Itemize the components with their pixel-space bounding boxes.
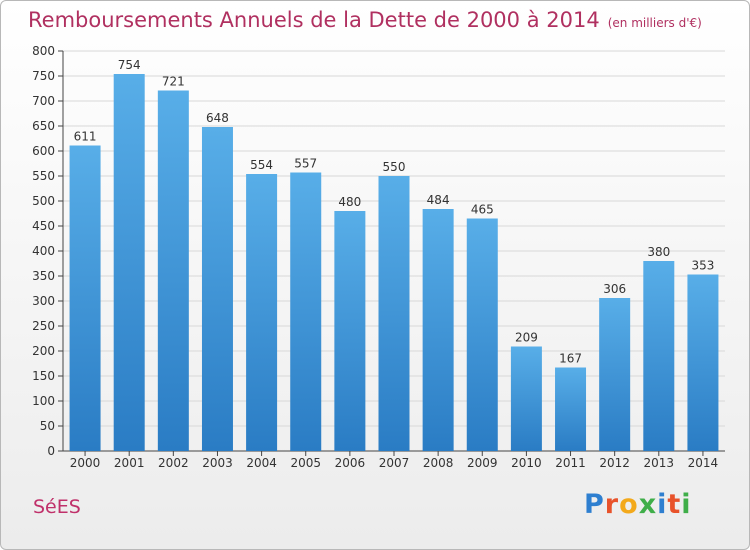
bar-value-label: 648 bbox=[206, 111, 229, 125]
chart-title-text: Remboursements Annuels de la Dette de 20… bbox=[28, 8, 600, 32]
y-tick-label: 650 bbox=[32, 119, 55, 133]
y-tick-label: 400 bbox=[32, 244, 55, 258]
logo-letter: i bbox=[681, 489, 692, 520]
x-tick-label: 2001 bbox=[114, 456, 145, 470]
y-tick-label: 200 bbox=[32, 344, 55, 358]
y-tick-label: 0 bbox=[47, 444, 55, 458]
bar bbox=[246, 174, 278, 451]
bar-value-label: 754 bbox=[118, 58, 141, 72]
x-tick-label: 2011 bbox=[555, 456, 586, 470]
logo-letter: i bbox=[657, 489, 668, 520]
axis-layer: 0 50 100 150 200 250 300 350 400 450 500 550 600 650 7… bbox=[32, 44, 725, 470]
bar-value-label: 550 bbox=[383, 160, 406, 174]
x-tick-label: 2012 bbox=[599, 456, 630, 470]
x-tick-label: 2009 bbox=[467, 456, 498, 470]
bar-value-label: 380 bbox=[647, 245, 670, 259]
y-tick-label: 150 bbox=[32, 369, 55, 383]
bar bbox=[113, 74, 145, 451]
bar-value-label: 611 bbox=[74, 130, 97, 144]
x-tick-label: 2006 bbox=[335, 456, 366, 470]
bar bbox=[201, 127, 233, 451]
x-tick-label: 2005 bbox=[290, 456, 321, 470]
logo-letter: P bbox=[584, 489, 605, 520]
y-tick-label: 250 bbox=[32, 319, 55, 333]
label-layer: 611 754 721 648 554 557 480 550 484 465 209 167 306 3… bbox=[74, 58, 715, 366]
x-tick-label: 2002 bbox=[158, 456, 189, 470]
chart-title: Remboursements Annuels de la Dette de 20… bbox=[28, 8, 702, 32]
bar-value-label: 721 bbox=[162, 75, 185, 89]
proxiti-logo[interactable]: Proxiti bbox=[584, 489, 692, 520]
y-tick-label: 300 bbox=[32, 294, 55, 308]
y-tick-label: 500 bbox=[32, 194, 55, 208]
bar-value-label: 480 bbox=[338, 195, 361, 209]
x-tick-label: 2014 bbox=[688, 456, 719, 470]
bar-value-label: 484 bbox=[427, 193, 450, 207]
bar bbox=[510, 346, 542, 451]
x-tick-label: 2007 bbox=[379, 456, 410, 470]
y-tick-label: 700 bbox=[32, 94, 55, 108]
chart-unit-note: (en milliers d'€) bbox=[607, 16, 702, 30]
bar-value-label: 554 bbox=[250, 158, 273, 172]
y-tick-label: 50 bbox=[40, 419, 55, 433]
x-tick-label: 2010 bbox=[511, 456, 542, 470]
bar bbox=[290, 172, 322, 451]
commune-name: SéES bbox=[33, 496, 81, 518]
bar bbox=[466, 218, 498, 451]
y-tick-label: 800 bbox=[32, 44, 55, 58]
bar-value-label: 353 bbox=[691, 259, 714, 273]
y-tick-label: 750 bbox=[32, 69, 55, 83]
bar bbox=[555, 367, 587, 451]
logo-letter: t bbox=[667, 489, 682, 520]
bar-value-label: 465 bbox=[471, 203, 494, 217]
y-tick-label: 100 bbox=[32, 394, 55, 408]
bar-value-label: 209 bbox=[515, 331, 538, 345]
bar bbox=[334, 211, 366, 451]
bar bbox=[69, 145, 101, 451]
bar bbox=[643, 261, 675, 451]
bar bbox=[422, 209, 454, 451]
bar bbox=[687, 274, 719, 451]
y-tick-label: 450 bbox=[32, 219, 55, 233]
bar-value-label: 557 bbox=[294, 157, 317, 171]
y-tick-label: 350 bbox=[32, 269, 55, 283]
logo-letter: o bbox=[619, 489, 639, 520]
x-tick-label: 2000 bbox=[70, 456, 101, 470]
x-tick-label: 2008 bbox=[423, 456, 454, 470]
x-tick-label: 2004 bbox=[246, 456, 277, 470]
logo-letter: x bbox=[638, 489, 658, 520]
bar-value-label: 167 bbox=[559, 352, 582, 366]
logo-letter: r bbox=[604, 489, 620, 520]
x-tick-label: 2003 bbox=[202, 456, 233, 470]
x-tick-label: 2013 bbox=[644, 456, 675, 470]
bar bbox=[378, 176, 410, 451]
y-tick-label: 550 bbox=[32, 169, 55, 183]
bar bbox=[157, 90, 189, 451]
bar bbox=[599, 298, 631, 451]
y-tick-label: 600 bbox=[32, 144, 55, 158]
bar-value-label: 306 bbox=[603, 282, 626, 296]
bar-layer bbox=[69, 74, 719, 451]
